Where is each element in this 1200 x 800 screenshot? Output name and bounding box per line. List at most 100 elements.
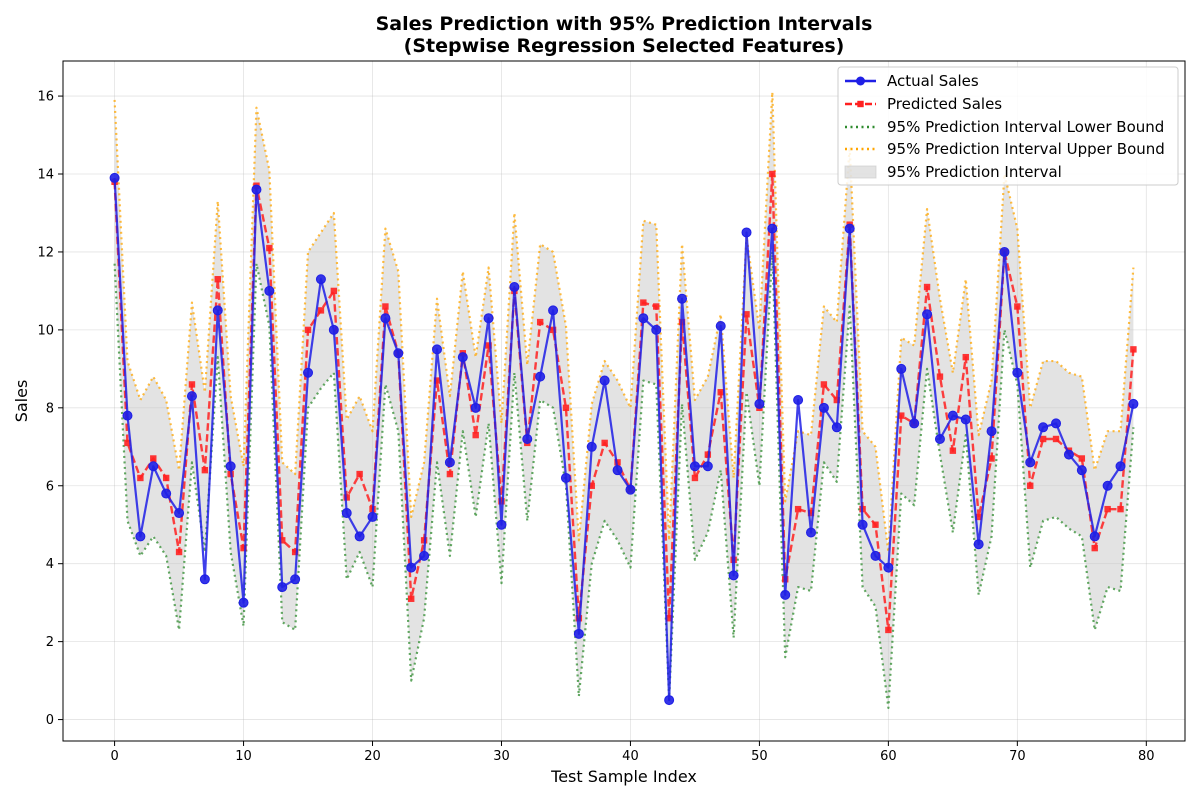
predicted-sales-point (536, 318, 544, 326)
predicted-sales-point (743, 311, 750, 318)
actual-sales-point (277, 582, 288, 593)
x-tick-label: 50 (751, 749, 768, 764)
predicted-sales-point (175, 548, 183, 556)
predicted-sales-point (498, 498, 505, 505)
actual-sales-point (367, 511, 378, 522)
predicted-sales-point (807, 509, 815, 517)
predicted-sales-point (150, 455, 157, 462)
series-95-prediction-interval-lower-bound (113, 250, 1135, 709)
predicted-sales-point (472, 431, 479, 439)
plot-frame (62, 60, 1186, 742)
predicted-sales-point (949, 447, 957, 454)
actual-sales-point (1025, 457, 1036, 468)
predicted-sales-point (356, 470, 363, 478)
y-tick-label: 0 (46, 713, 54, 728)
y-tick-label: 6 (46, 479, 54, 494)
actual-sales-point (922, 309, 933, 320)
actual-sales-point (509, 282, 520, 293)
predicted-sales-point (898, 412, 905, 419)
actual-sales-point (1038, 422, 1049, 433)
x-axis-ticks: 0 10 20 30 40 50 60 70 80 (110, 741, 1155, 764)
actual-sales-point (573, 628, 584, 639)
predicted-sales-point (1052, 435, 1060, 443)
predicted-sales-point (433, 377, 441, 384)
legend-label: 95% Prediction Interval (887, 163, 1062, 181)
chart-subtitle: (Stepwise Regression Selected Features) (404, 35, 845, 57)
predicted-sales-point (408, 595, 415, 602)
y-tick-label: 16 (37, 90, 54, 105)
actual-sales-point (947, 410, 958, 421)
x-axis-title: Test Sample Index (550, 767, 697, 786)
x-tick-label: 40 (622, 749, 639, 764)
x-tick-label: 0 (110, 749, 118, 764)
predicted-sales-point (1014, 303, 1021, 310)
predicted-sales-point (691, 474, 699, 482)
actual-sales-point (432, 344, 442, 355)
predicted-sales-point (794, 505, 802, 513)
chart-title: Sales Prediction with 95% Prediction Int… (376, 13, 873, 35)
legend-label: Actual Sales (887, 72, 979, 90)
actual-sales-point (728, 570, 739, 581)
predicted-sales-point (588, 482, 595, 489)
actual-sales-point (212, 305, 223, 316)
predicted-sales-point (201, 466, 209, 474)
actual-sales-point (560, 472, 571, 483)
actual-sales-point (986, 426, 997, 437)
legend-label: 95% Prediction Interval Upper Bound (887, 140, 1165, 158)
series-line-95-prediction-interval-upper-bound (113, 91, 1135, 554)
actual-sales-point (934, 433, 945, 444)
actual-sales-point (483, 313, 494, 324)
predicted-sales-point (1091, 544, 1098, 552)
predicted-sales-point (124, 439, 131, 447)
predicted-sales-point (240, 544, 247, 552)
predicted-sales-point (988, 455, 995, 462)
x-tick-label: 20 (364, 749, 381, 764)
actual-sales-point (741, 227, 752, 238)
predicted-sales-point (653, 303, 660, 310)
actual-sales-point (677, 293, 688, 304)
legend-entries: Actual Sales Predicted Sales 95% Predictio… (844, 72, 1165, 181)
actual-sales-point (290, 574, 301, 585)
predicted-sales-point (769, 170, 776, 178)
predicted-sales-point (1027, 482, 1034, 489)
y-tick-label: 4 (46, 557, 54, 572)
actual-sales-point (1128, 398, 1139, 409)
predicted-sales-point (1039, 435, 1047, 443)
actual-sales-point (973, 539, 984, 550)
legend-label: 95% Prediction Interval Lower Bound (887, 118, 1164, 136)
actual-sales-point (999, 246, 1010, 257)
actual-sales-point (896, 363, 907, 374)
actual-sales-point (406, 562, 417, 573)
y-axis-title: Sales (12, 380, 31, 423)
actual-sales-point (135, 531, 146, 542)
actual-sales-point (380, 313, 391, 324)
predicted-sales-point (382, 303, 389, 310)
actual-sales-point (122, 410, 133, 421)
actual-sales-point (715, 320, 726, 331)
actual-sales-point (393, 348, 404, 359)
actual-sales-point (109, 172, 120, 183)
actual-sales-point (251, 184, 262, 195)
actual-sales-point (767, 223, 778, 234)
actual-sales-point (1012, 367, 1023, 378)
predicted-sales-point (304, 326, 312, 334)
actual-sales-point (341, 508, 352, 519)
predicted-sales-point (214, 276, 221, 283)
predicted-sales-point (137, 474, 144, 482)
actual-sales-point (548, 305, 559, 316)
predicted-sales-point (1117, 505, 1124, 513)
series-95-prediction-interval-upper-bound (113, 91, 1135, 554)
predicted-sales-point (717, 389, 724, 396)
actual-sales-point (161, 488, 172, 499)
actual-sales-point (419, 550, 430, 561)
legend-label: Predicted Sales (887, 95, 1002, 113)
actual-sales-point (870, 550, 881, 561)
actual-sales-point (174, 508, 185, 519)
predicted-sales-point (266, 244, 273, 252)
actual-sales-point (354, 531, 365, 542)
actual-sales-point (470, 402, 481, 413)
y-tick-label: 10 (37, 323, 54, 338)
y-tick-label: 14 (37, 168, 54, 183)
actual-sales-point (148, 461, 159, 472)
